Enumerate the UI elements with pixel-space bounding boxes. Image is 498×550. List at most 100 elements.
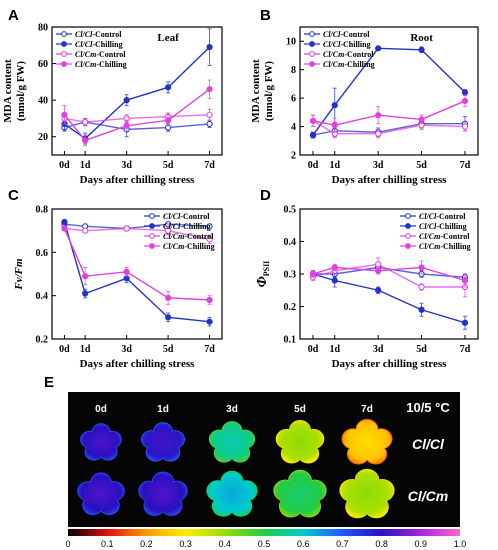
data-point bbox=[82, 137, 89, 144]
legend-genotype: Cl/Cm bbox=[323, 60, 344, 69]
y-axis-title: (nmol/g FW) bbox=[263, 61, 275, 122]
y-tick-label: 0.4 bbox=[36, 291, 49, 302]
x-tick-label: 3d bbox=[121, 344, 132, 355]
colorbar-tick-label: 0.2 bbox=[140, 539, 153, 549]
x-axis-title: Days after chilling stress bbox=[332, 358, 447, 370]
legend-treatment: -Chilling bbox=[184, 242, 214, 251]
data-point bbox=[418, 46, 425, 53]
series bbox=[61, 218, 213, 327]
data-point bbox=[82, 118, 89, 126]
legend-label: Cl/Cm-Chilling bbox=[75, 60, 127, 69]
y-tick-label: 0.5 bbox=[284, 205, 297, 216]
legend-label: Cl/Cm-Control bbox=[75, 50, 126, 59]
y-tick-label: 60 bbox=[38, 59, 48, 70]
y-tick-label: 10 bbox=[286, 37, 296, 48]
data-point bbox=[164, 314, 172, 321]
y-axis-title: (nmol/g FW) bbox=[15, 61, 27, 122]
legend-genotype: Cl/Cm bbox=[163, 242, 184, 251]
legend-marker bbox=[61, 41, 67, 47]
legend-genotype: Cl/Cl bbox=[163, 212, 181, 221]
data-point bbox=[82, 273, 89, 280]
legend-genotype: Cl/Cm bbox=[75, 50, 96, 59]
legend-treatment: -Chilling bbox=[340, 40, 370, 49]
data-point bbox=[375, 112, 382, 119]
colorbar bbox=[68, 529, 460, 536]
x-tick-label: 7d bbox=[204, 344, 215, 355]
colorbar-tick-label: 0.4 bbox=[219, 539, 232, 549]
legend-marker bbox=[309, 41, 315, 47]
legend-genotype: Cl/Cm bbox=[163, 232, 184, 241]
data-point bbox=[331, 277, 338, 284]
leaf-image bbox=[341, 418, 393, 465]
legend-treatment: -Chilling bbox=[180, 222, 210, 231]
legend-treatment: -Control bbox=[440, 232, 470, 241]
data-point bbox=[123, 97, 130, 104]
leaf-image bbox=[206, 470, 258, 517]
legend-genotype: Cl/Cm bbox=[419, 232, 440, 241]
panel-letter: B bbox=[260, 7, 271, 24]
data-point bbox=[461, 97, 469, 105]
data-point bbox=[206, 120, 213, 128]
leaf-image bbox=[140, 422, 186, 462]
leaf-image bbox=[339, 468, 395, 519]
x-tick-label: 1d bbox=[80, 344, 91, 355]
legend-marker bbox=[309, 51, 315, 57]
legend-treatment: -Control bbox=[344, 50, 374, 59]
leaf-image bbox=[275, 419, 325, 464]
series bbox=[61, 79, 213, 147]
legend-treatment: -Chilling bbox=[344, 60, 374, 69]
colorbar-tick-label: 1.0 bbox=[454, 539, 467, 549]
x-tick-label: 1d bbox=[80, 160, 91, 171]
legend-marker bbox=[61, 51, 67, 57]
data-point bbox=[123, 225, 130, 232]
legend-treatment: -Control bbox=[92, 30, 122, 39]
y-axis-title-main: Φ bbox=[255, 276, 270, 287]
legend-treatment: -Control bbox=[340, 30, 370, 39]
data-point bbox=[164, 117, 172, 124]
y-tick-label: 0.8 bbox=[36, 205, 49, 216]
plot-frame bbox=[51, 208, 223, 340]
data-point bbox=[375, 261, 382, 268]
legend-label: Cl/Cl-Chilling bbox=[419, 222, 467, 231]
legend-treatment: -Chilling bbox=[436, 222, 466, 231]
data-point bbox=[375, 267, 382, 274]
data-point bbox=[331, 122, 338, 129]
legend-genotype: Cl/Cl bbox=[419, 212, 437, 221]
legend-treatment: -Chilling bbox=[92, 40, 122, 49]
legend-label: Cl/Cm-Control bbox=[323, 50, 374, 59]
x-tick-label: 3d bbox=[121, 160, 132, 171]
legend-genotype: Cl/Cl bbox=[75, 40, 93, 49]
legend-genotype: Cl/Cl bbox=[163, 222, 181, 231]
data-point bbox=[164, 227, 172, 234]
colorbar-tick-label: 0.5 bbox=[258, 539, 271, 549]
x-tick-label: 3d bbox=[373, 344, 384, 355]
series bbox=[309, 270, 469, 330]
x-axis-title: Days after chilling stress bbox=[80, 174, 195, 186]
series bbox=[61, 108, 213, 127]
data-point bbox=[418, 116, 425, 123]
data-point bbox=[206, 318, 213, 325]
data-point bbox=[461, 277, 469, 284]
legend-label: Cl/Cl-Chilling bbox=[163, 222, 211, 231]
x-tick-label: 5d bbox=[416, 160, 427, 171]
legend-genotype: Cl/Cl bbox=[323, 30, 341, 39]
colorbar-tick-label: 0.3 bbox=[179, 539, 192, 549]
panel-letter: A bbox=[8, 7, 19, 24]
legend-label: Cl/Cl-Control bbox=[75, 30, 122, 39]
data-point bbox=[61, 218, 68, 226]
legend-label: Cl/Cm-Chilling bbox=[323, 60, 375, 69]
legend-marker bbox=[149, 213, 155, 219]
day-label: 1d bbox=[157, 404, 169, 415]
x-tick-label: 1d bbox=[329, 344, 340, 355]
legend: Cl/Cl-ControlCl/Cl-ChillingCl/Cm-Control… bbox=[304, 30, 375, 69]
x-tick-label: 7d bbox=[460, 160, 471, 171]
legend-label: Cl/Cm-Chilling bbox=[419, 242, 471, 251]
panel-letter: D bbox=[260, 187, 271, 204]
y-tick-label: 0.1 bbox=[284, 335, 297, 346]
day-label: 0d bbox=[95, 404, 107, 415]
data-point bbox=[461, 319, 469, 326]
legend-label: Cl/Cl-Control bbox=[163, 212, 210, 221]
x-axis-title: Days after chilling stress bbox=[80, 358, 195, 370]
genotype-label: Cl/Cl bbox=[412, 436, 445, 452]
colorbar-tick-label: 0.7 bbox=[336, 539, 349, 549]
